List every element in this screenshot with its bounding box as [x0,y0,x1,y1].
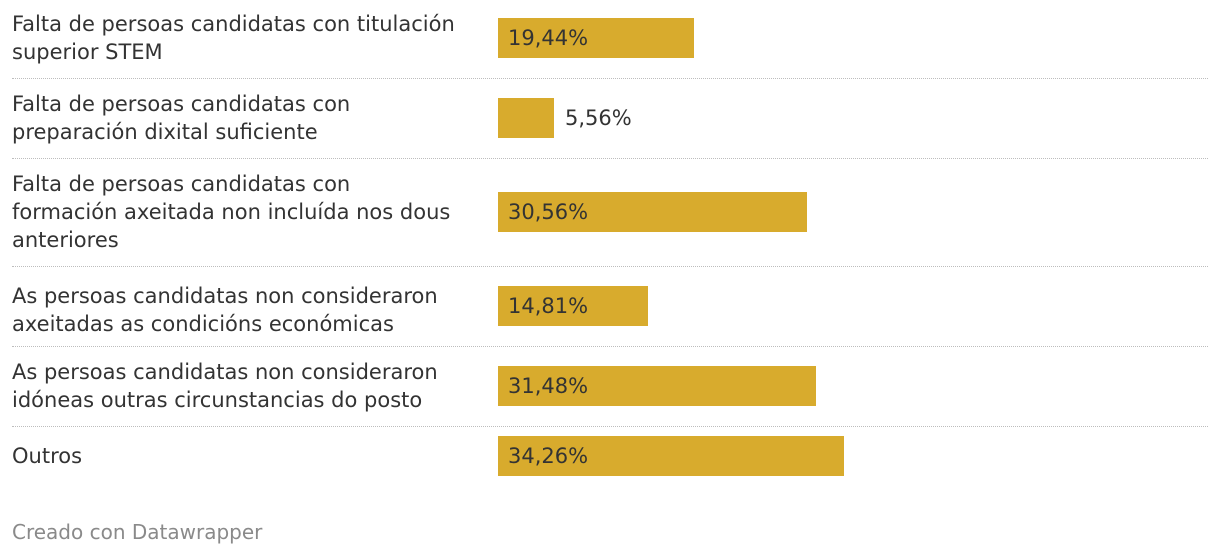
bar [498,436,844,476]
row-divider [12,78,1208,79]
row-divider [12,266,1208,267]
category-label: Falta de persoas candidatas con preparaci… [12,92,351,144]
category-label: As persoas candidatas non consideraron id… [12,360,438,412]
value-label: 14,81% [508,294,589,318]
bar [498,286,648,326]
bar [498,366,816,406]
row-divider [12,426,1208,427]
chart-credit[interactable]: Creado con Datawrapper [12,520,263,544]
value-label: 5,56% [565,106,632,130]
bar [498,98,554,138]
value-label: 30,56% [508,200,589,224]
value-label: 31,48% [508,374,589,398]
row-divider [12,158,1208,159]
bar-chart: Falta de persoas candidatas con titulaci… [12,12,1208,476]
value-label: 34,26% [508,444,589,468]
category-label: Falta de persoas candidatas con titulaci… [12,12,455,64]
bar [498,18,694,58]
row-divider [12,346,1208,347]
category-label: Outros [12,444,83,468]
category-label: As persoas candidatas non consideraron ax… [12,284,438,336]
category-label: Falta de persoas candidatas con formación… [12,172,451,252]
bar [498,192,807,232]
value-label: 19,44% [508,26,589,50]
